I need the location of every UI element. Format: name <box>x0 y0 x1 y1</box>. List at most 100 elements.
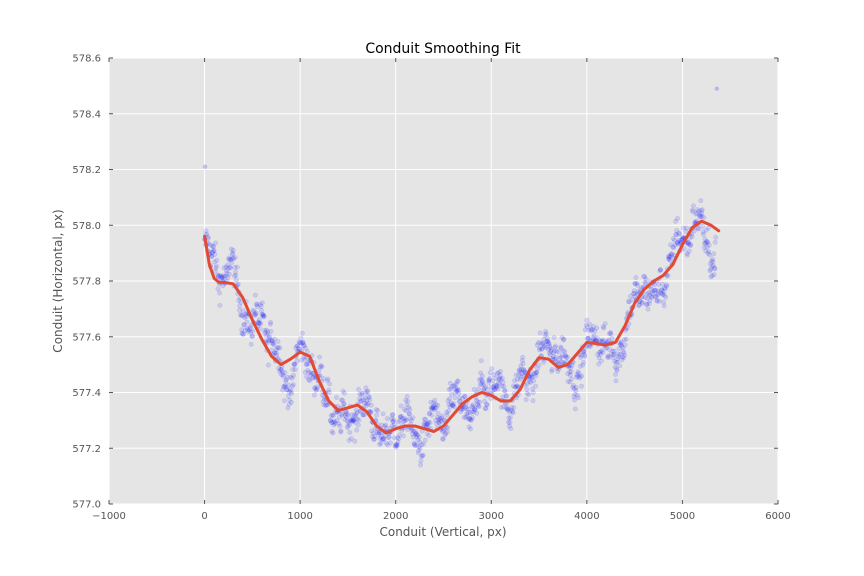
scatter-point <box>480 382 486 387</box>
scatter-point <box>524 391 530 396</box>
scatter-point <box>403 408 409 414</box>
scatter-point <box>398 413 404 419</box>
scatter-point <box>398 414 404 420</box>
scatter-point <box>480 373 485 379</box>
scatter-point <box>449 391 454 397</box>
scatter-point <box>456 399 462 405</box>
scatter-point <box>329 420 334 426</box>
scatter-point <box>379 437 385 443</box>
scatter-point <box>375 408 381 414</box>
scatter-point <box>476 386 482 392</box>
scatter-point <box>259 308 264 313</box>
scatter-point <box>519 358 525 363</box>
scatter-point <box>326 389 332 395</box>
scatter-point <box>457 398 463 404</box>
scatter-point <box>377 436 383 441</box>
scatter-point <box>549 369 555 374</box>
scatter-point <box>504 393 510 399</box>
scatter-point <box>558 345 564 351</box>
scatter-point <box>325 376 331 382</box>
scatter-point <box>386 434 392 440</box>
scatter-point <box>655 288 661 294</box>
scatter-point <box>581 348 587 354</box>
scatter-point <box>660 281 665 287</box>
scatter-point <box>280 372 286 378</box>
scatter-point <box>211 247 217 253</box>
scatter-point <box>266 338 272 344</box>
scatter-point <box>345 425 350 431</box>
y-tick-label: 578.0 <box>72 221 101 232</box>
scatter-point <box>367 397 373 403</box>
scatter-point <box>429 406 435 411</box>
scatter-point <box>230 255 235 261</box>
scatter-point <box>321 402 327 408</box>
scatter-point <box>481 385 487 391</box>
scatter-point <box>472 407 477 413</box>
scatter-point <box>348 418 354 424</box>
scatter-point <box>351 418 357 424</box>
scatter-point <box>424 421 430 427</box>
scatter-point <box>621 337 627 343</box>
scatter-point <box>371 436 377 442</box>
scatter-point <box>277 345 283 351</box>
scatter-point <box>361 412 367 418</box>
scatter-point <box>271 342 277 348</box>
scatter-point <box>376 429 382 435</box>
scatter-point <box>431 400 437 406</box>
scatter-point <box>210 244 216 250</box>
x-tick-label: 3000 <box>479 511 504 522</box>
scatter-point <box>636 302 642 308</box>
scatter-point <box>667 257 673 263</box>
scatter-point <box>621 350 627 356</box>
scatter-point <box>334 418 340 424</box>
scatter-point <box>326 387 332 393</box>
scatter-point <box>275 339 281 344</box>
scatter-point <box>239 327 245 333</box>
scatter-point <box>506 419 511 425</box>
scatter-point <box>421 421 427 427</box>
scatter-point <box>225 266 231 271</box>
scatter-point <box>431 403 437 409</box>
scatter-point <box>501 404 506 410</box>
scatter-point <box>526 392 532 397</box>
scatter-point <box>436 419 442 425</box>
scatter-point <box>236 307 242 313</box>
scatter-point <box>285 405 291 411</box>
scatter-point <box>243 311 248 317</box>
scatter-point <box>283 377 289 383</box>
fit-line <box>203 219 721 435</box>
scatter-point <box>366 394 372 400</box>
scatter-point <box>478 376 484 382</box>
scatter-point <box>474 410 480 416</box>
scatter-point <box>571 394 577 400</box>
scatter-point <box>572 397 578 403</box>
scatter-point <box>705 250 711 256</box>
scatter-point <box>251 312 257 318</box>
scatter-point <box>363 401 369 407</box>
scatter-point <box>712 239 718 245</box>
scatter-point <box>465 410 471 416</box>
scatter-point <box>440 436 446 442</box>
scatter-point <box>582 353 588 359</box>
scatter-point <box>217 290 222 296</box>
scatter-point <box>691 228 697 234</box>
scatter-point <box>435 410 441 416</box>
scatter-point <box>389 412 395 418</box>
scatter-point <box>403 417 409 423</box>
scatter-point <box>359 390 365 396</box>
scatter-point <box>395 439 401 445</box>
scatter-point <box>282 398 287 404</box>
scatter-point <box>626 299 632 305</box>
scatter-point <box>532 370 538 376</box>
scatter-point <box>365 401 371 407</box>
scatter-point <box>475 402 480 408</box>
scatter-point <box>713 234 719 240</box>
scatter-point <box>472 406 478 412</box>
scatter-point <box>291 362 297 367</box>
scatter-point <box>569 376 575 382</box>
scatter-point <box>378 433 384 439</box>
scatter-point <box>294 358 300 364</box>
scatter-point <box>705 240 711 246</box>
scatter-point <box>574 374 579 380</box>
scatter-point <box>647 292 653 298</box>
